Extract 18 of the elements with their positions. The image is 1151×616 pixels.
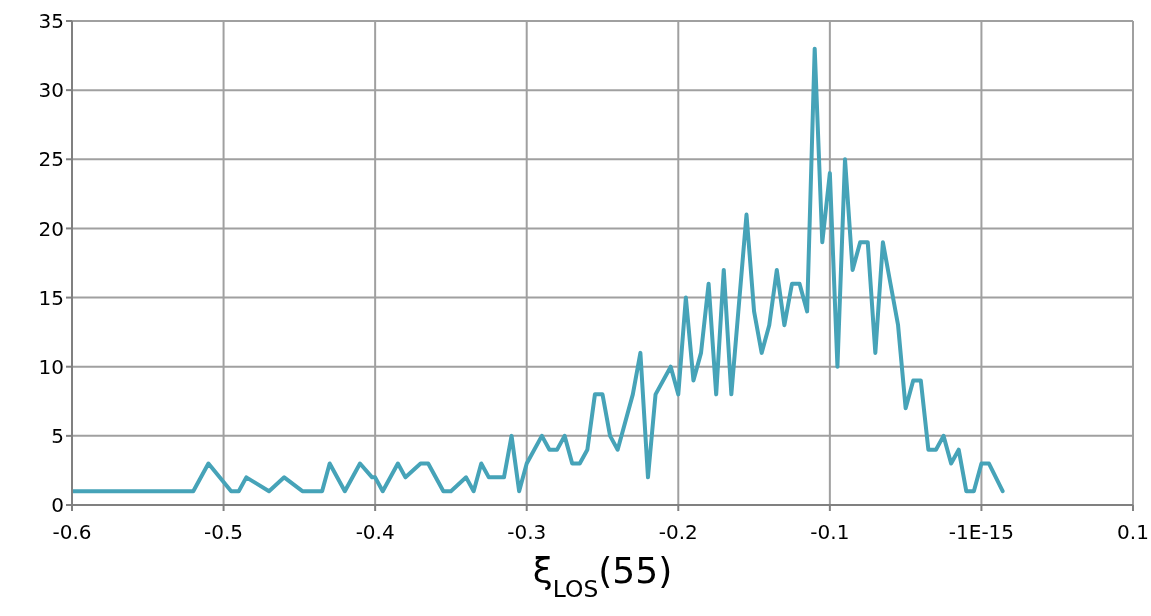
y-tick-label: 10 xyxy=(38,354,64,379)
y-tick-label: 5 xyxy=(51,423,64,448)
y-tick-label: 15 xyxy=(38,285,64,310)
x-tick-label: -0.1 xyxy=(810,520,850,545)
line-series xyxy=(72,46,1005,494)
x-tick-label: 0.1 xyxy=(1117,520,1149,545)
x-tick-label: -1E-15 xyxy=(948,520,1015,545)
x-tick-label: -0.4 xyxy=(355,520,395,545)
y-tick-label: 35 xyxy=(38,9,64,34)
x-tick-label: -0.3 xyxy=(507,520,547,545)
x-tick-label: -0.6 xyxy=(52,520,92,545)
y-tick-label: 25 xyxy=(38,147,64,172)
x-tick-label: -0.5 xyxy=(204,520,244,545)
y-tick-label: 20 xyxy=(38,216,64,241)
x-axis-title: ξ$_{LOS}$(55) xyxy=(532,550,673,603)
y-tick-label: 30 xyxy=(38,78,64,103)
x-tick-label: -0.2 xyxy=(658,520,698,545)
y-tick-label: 0 xyxy=(51,493,64,518)
